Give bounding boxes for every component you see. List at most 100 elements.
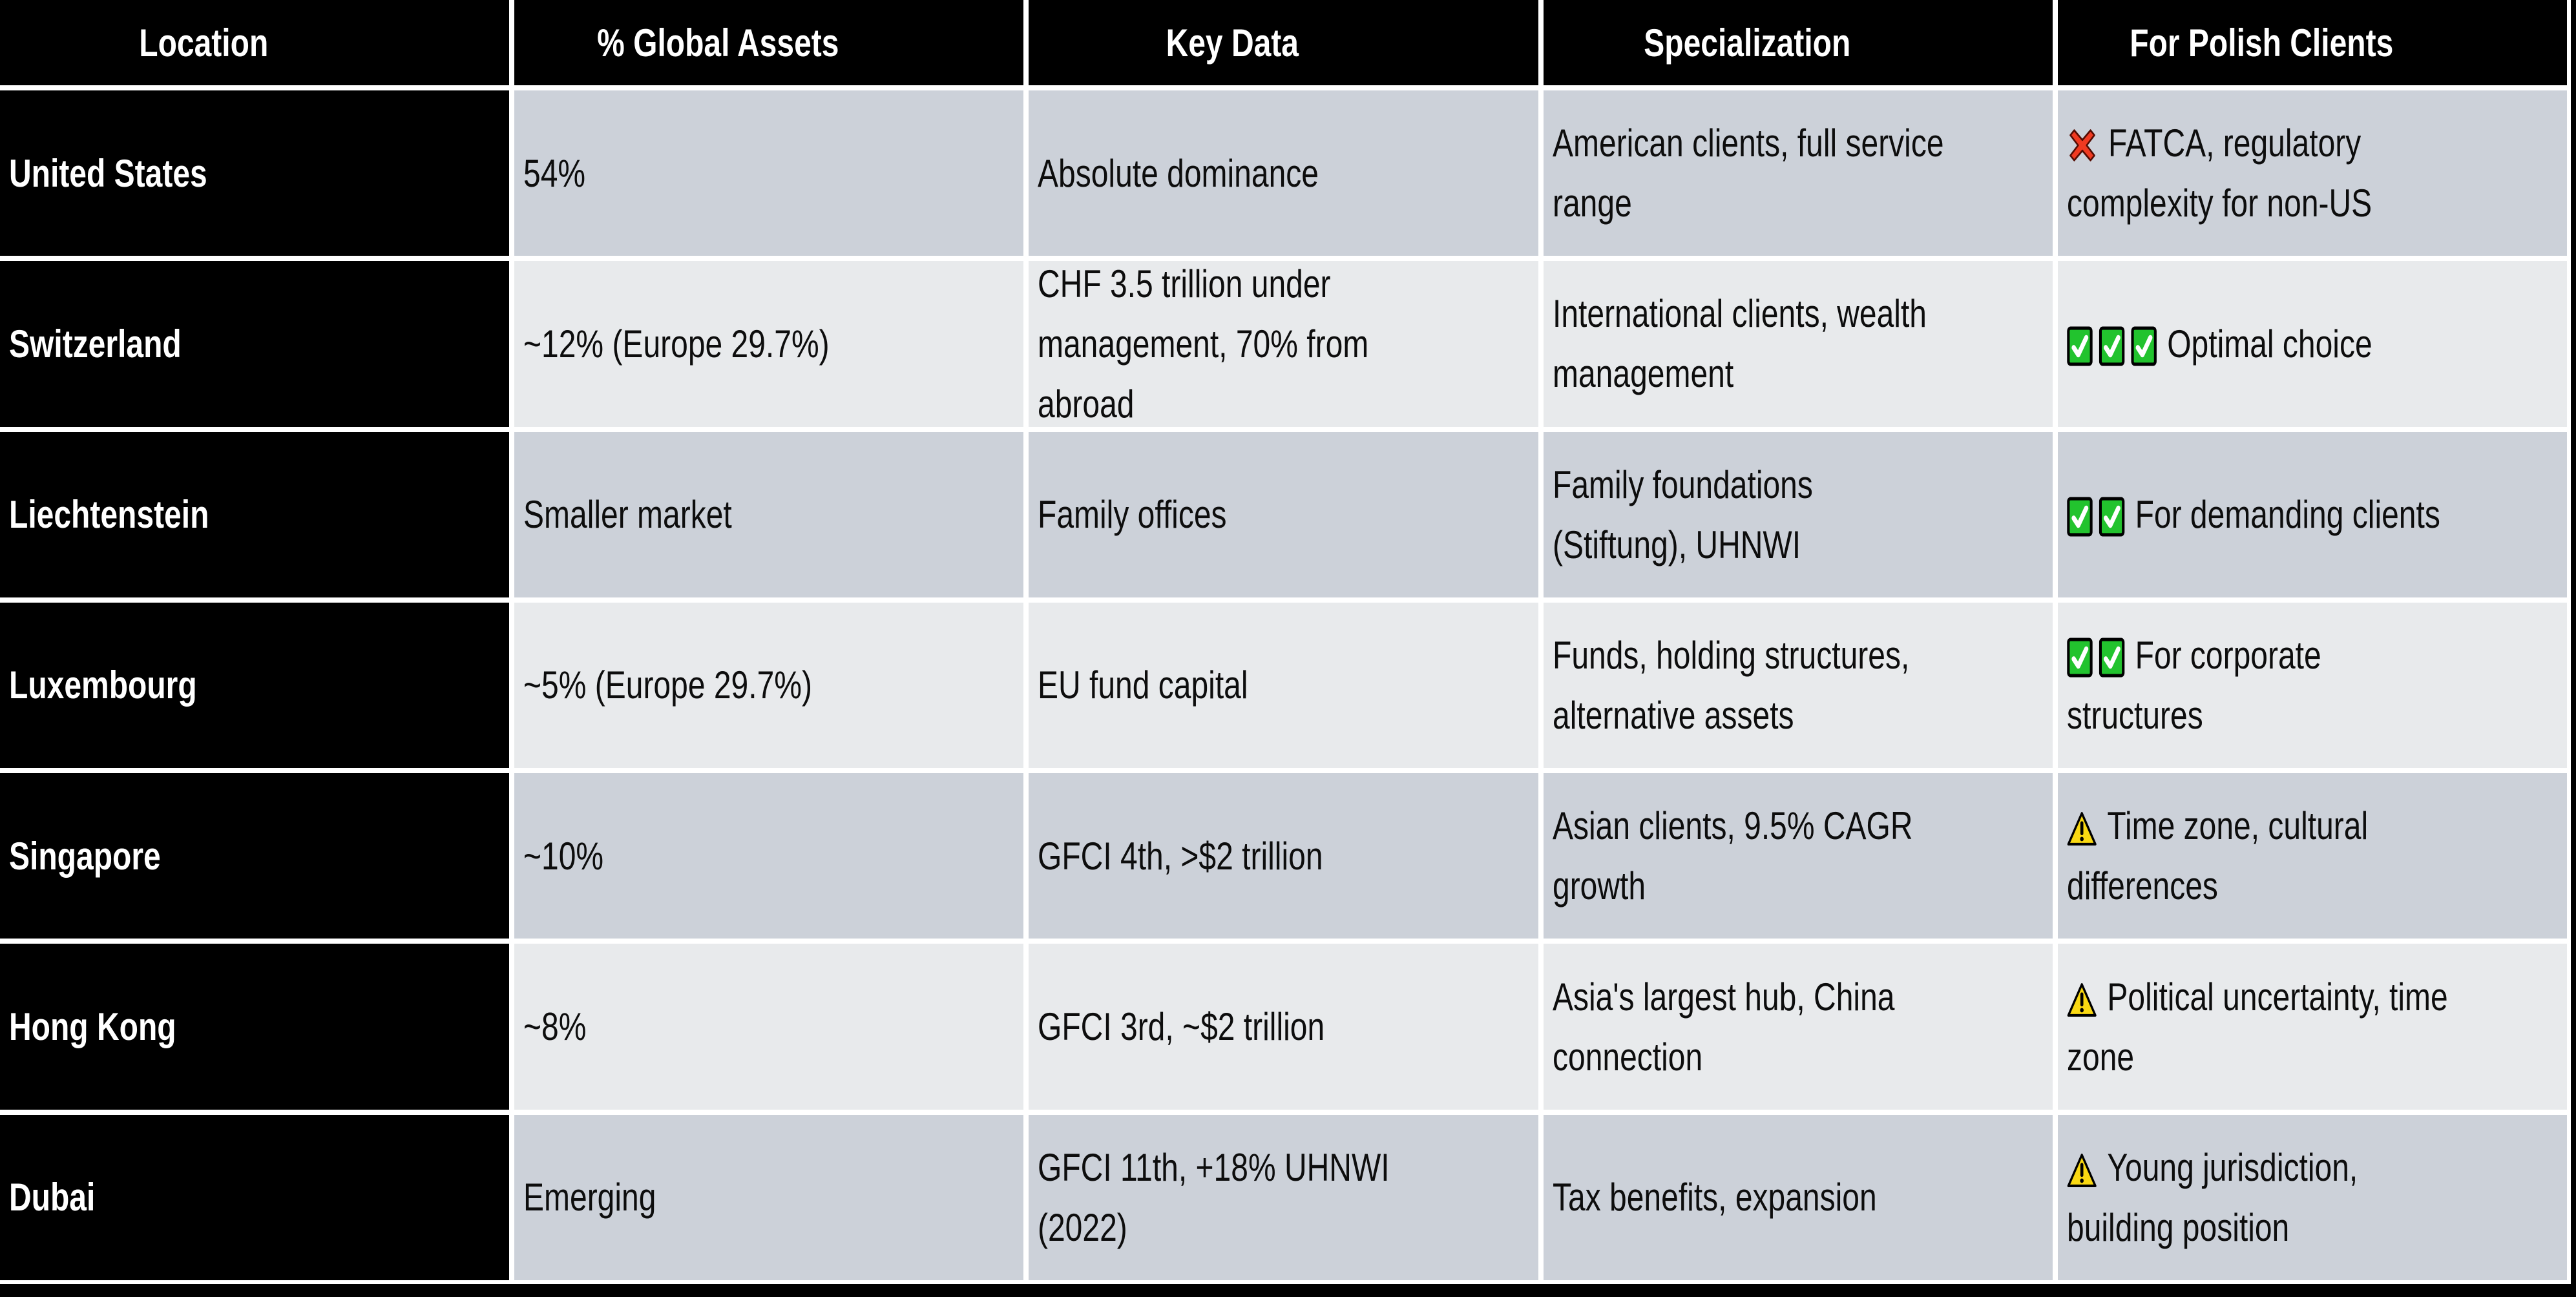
global-assets-cell: Emerging (514, 1114, 1024, 1280)
location-cell: Luxembourg (0, 602, 510, 769)
key-data-text: Absolute dominance (1038, 151, 1319, 195)
key-data-text: GFCI 11th, +18% UHNWI (2022) (1038, 1145, 1390, 1249)
check-mark-icon (2099, 638, 2125, 678)
polish-clients-content: Optimal choice (2067, 314, 2459, 374)
specialization-cell: International clients, wealth management (1543, 261, 2053, 427)
header-label-location: Location (139, 21, 269, 65)
key-data-cell: Absolute dominance (1029, 90, 1538, 256)
global-assets-cell: ~8% (514, 944, 1024, 1110)
polish-clients-cell: FATCA, regulatory complexity for non-US (2057, 90, 2567, 256)
specialization-cell: Asian clients, 9.5% CAGR growth (1543, 773, 2053, 939)
specialization-cell: Funds, holding structures, alternative a… (1543, 602, 2053, 769)
header-cell-key-data: Key Data (1029, 0, 1538, 85)
polish-clients-text: For corporate structures (2066, 633, 2321, 737)
check-mark-icon (2067, 638, 2093, 678)
specialization-text: International clients, wealth management (1552, 292, 1927, 396)
location-label: Luxembourg (9, 663, 197, 707)
key-data-cell: EU fund capital (1029, 602, 1538, 769)
header-label-specialization: Specialization (1643, 21, 1850, 65)
key-data-text: CHF 3.5 trillion under management, 70% f… (1038, 262, 1369, 426)
global-assets-cell: ~5% (Europe 29.7%) (514, 602, 1024, 769)
polish-clients-text: For demanding clients (2135, 493, 2440, 537)
global-assets-text: ~8% (523, 1005, 587, 1049)
location-cell: Liechtenstein (0, 431, 510, 597)
location-label: United States (9, 151, 207, 195)
polish-clients-cell: Optimal choice (2057, 261, 2567, 427)
key-data-cell: GFCI 11th, +18% UHNWI (2022) (1029, 1114, 1538, 1280)
polish-clients-cell: For corporate structures (2057, 602, 2567, 769)
global-assets-cell: ~12% (Europe 29.7%) (514, 261, 1024, 427)
global-assets-text: Emerging (523, 1176, 656, 1219)
key-data-text: Family offices (1038, 493, 1227, 537)
polish-clients-cell: For demanding clients (2057, 431, 2567, 597)
warning-icon (2067, 1151, 2097, 1190)
key-data-text: GFCI 4th, >$2 trillion (1038, 834, 1323, 878)
polish-clients-content: For demanding clients (2067, 484, 2459, 545)
warning-icon (2067, 981, 2097, 1019)
global-assets-cell: 54% (514, 90, 1024, 256)
polish-clients-cell: Young jurisdiction, building position (2057, 1114, 2567, 1280)
polish-clients-text: Time zone, cultural differences (2066, 804, 2368, 908)
polish-clients-content: Young jurisdiction, building position (2067, 1137, 2459, 1258)
location-cell: Singapore (0, 773, 510, 939)
specialization-cell: Family foundations (Stiftung), UHNWI (1543, 431, 2053, 597)
header-label-key-data: Key Data (1166, 21, 1299, 65)
location-label: Dubai (9, 1176, 96, 1219)
location-cell: Hong Kong (0, 944, 510, 1110)
polish-clients-text: Young jurisdiction, building position (2066, 1145, 2358, 1249)
header-cell-specialization: Specialization (1543, 0, 2053, 85)
specialization-text: Asian clients, 9.5% CAGR growth (1552, 804, 1913, 908)
global-assets-text: ~12% (Europe 29.7%) (523, 322, 830, 366)
polish-clients-text: FATCA, regulatory complexity for non-US (2066, 121, 2372, 225)
global-assets-text: Smaller market (523, 493, 732, 537)
check-mark-icon (2099, 326, 2125, 366)
polish-clients-cell: Political uncertainty, time zone (2057, 944, 2567, 1110)
location-label: Liechtenstein (9, 493, 209, 537)
specialization-text: Family foundations (Stiftung), UHNWI (1552, 462, 1813, 566)
global-assets-text: 54% (523, 151, 586, 195)
specialization-text: Tax benefits, expansion (1552, 1176, 1877, 1219)
location-label: Singapore (9, 834, 161, 878)
cross-mark-icon (2067, 125, 2098, 165)
header-cell-global-assets: % Global Assets (514, 0, 1024, 85)
global-assets-cell: Smaller market (514, 431, 1024, 597)
location-label: Switzerland (9, 322, 182, 366)
key-data-text: GFCI 3rd, ~$2 trillion (1038, 1005, 1325, 1049)
header-cell-location: Location (0, 0, 510, 85)
specialization-text: Asia's largest hub, China connection (1552, 975, 1895, 1079)
header-label-polish-clients: For Polish Clients (2130, 21, 2394, 65)
check-mark-icon (2099, 497, 2125, 537)
specialization-text: Funds, holding structures, alternative a… (1552, 633, 1909, 737)
polish-clients-cell: Time zone, cultural differences (2057, 773, 2567, 939)
specialization-text: American clients, full service range (1552, 121, 1944, 225)
key-data-cell: Family offices (1029, 431, 1538, 597)
specialization-cell: American clients, full service range (1543, 90, 2053, 256)
polish-clients-content: For corporate structures (2067, 625, 2459, 745)
location-label: Hong Kong (9, 1005, 176, 1049)
check-mark-icon (2067, 326, 2093, 366)
key-data-cell: GFCI 4th, >$2 trillion (1029, 773, 1538, 939)
polish-clients-content: Political uncertainty, time zone (2067, 967, 2459, 1087)
location-cell: Dubai (0, 1114, 510, 1280)
key-data-cell: GFCI 3rd, ~$2 trillion (1029, 944, 1538, 1110)
global-assets-text: ~10% (523, 834, 604, 878)
global-assets-text: ~5% (Europe 29.7%) (523, 663, 813, 707)
check-mark-icon (2131, 326, 2157, 366)
polish-clients-text: Optimal choice (2166, 322, 2372, 366)
key-data-text: EU fund capital (1038, 663, 1248, 707)
warning-icon (2067, 809, 2097, 848)
global-assets-cell: ~10% (514, 773, 1024, 939)
key-data-cell: CHF 3.5 trillion under management, 70% f… (1029, 261, 1538, 427)
header-label-global-assets: % Global Assets (597, 21, 839, 65)
header-cell-polish-clients: For Polish Clients (2057, 0, 2567, 85)
check-mark-icon (2067, 497, 2093, 537)
polish-clients-content: Time zone, cultural differences (2067, 796, 2459, 916)
polish-clients-content: FATCA, regulatory complexity for non-US (2067, 113, 2459, 233)
polish-clients-text: Political uncertainty, time zone (2066, 975, 2448, 1079)
location-cell: United States (0, 90, 510, 256)
specialization-cell: Tax benefits, expansion (1543, 1114, 2053, 1280)
location-cell: Switzerland (0, 261, 510, 427)
specialization-cell: Asia's largest hub, China connection (1543, 944, 2053, 1110)
